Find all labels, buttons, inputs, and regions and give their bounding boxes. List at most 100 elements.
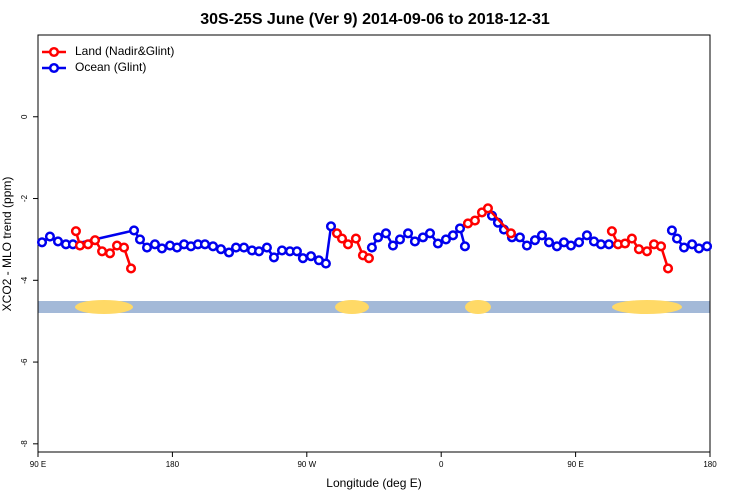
- data-point: [118, 242, 130, 253]
- data-point: [305, 251, 317, 262]
- x-axis-label: Longitude (deg E): [326, 476, 421, 490]
- y-tick-label: -2: [20, 194, 29, 202]
- data-point: [215, 244, 226, 255]
- data-point: [350, 233, 361, 244]
- data-point: [336, 233, 348, 244]
- data-point: [447, 230, 459, 241]
- data-point: [97, 246, 108, 257]
- data-point: [469, 215, 480, 226]
- data-point: [581, 230, 592, 241]
- data-point: [671, 233, 683, 244]
- data-point: [128, 225, 140, 236]
- data-point: [74, 240, 86, 251]
- data-point: [459, 241, 470, 252]
- surface-band: [38, 300, 710, 314]
- data-point: [619, 238, 631, 249]
- land-band: [335, 300, 369, 314]
- data-point: [52, 236, 64, 247]
- data-point: [387, 240, 399, 251]
- x-tick-label: 180: [703, 460, 717, 469]
- data-point: [134, 234, 146, 245]
- ocean-band: [38, 301, 710, 313]
- data-point: [238, 242, 249, 253]
- data-point: [417, 232, 429, 243]
- legend: Land (Nadir&Glint) Ocean (Glint): [42, 44, 174, 74]
- data-point: [603, 239, 614, 250]
- y-tick-label: -4: [20, 276, 29, 284]
- data-point: [565, 240, 577, 251]
- data-point: [514, 232, 525, 243]
- x-tick-label: 90 E: [567, 460, 583, 469]
- data-point: [149, 239, 160, 250]
- data-point: [521, 240, 532, 251]
- land-band: [75, 300, 133, 314]
- data-point: [325, 221, 337, 232]
- data-point: [662, 263, 674, 274]
- data-point: [291, 246, 302, 257]
- data-point: [402, 228, 414, 239]
- y-tick-label: 0: [20, 114, 29, 119]
- series: [70, 203, 674, 274]
- series: [36, 210, 713, 269]
- data-point: [701, 241, 713, 252]
- data-point: [268, 252, 279, 263]
- y-axis-label: XCO2 - MLO trend (ppm): [0, 177, 14, 312]
- data-point: [505, 228, 516, 239]
- data-point: [199, 239, 211, 250]
- data-point: [70, 226, 81, 237]
- data-point: [89, 235, 101, 246]
- data-point: [104, 248, 116, 259]
- data-point: [626, 233, 637, 244]
- data-point: [82, 239, 94, 250]
- data-point: [606, 226, 617, 237]
- data-point: [342, 239, 354, 250]
- legend-marker: [48, 46, 60, 58]
- data-point: [372, 232, 384, 243]
- data-point: [666, 225, 677, 236]
- legend-marker: [48, 62, 60, 74]
- data-point: [432, 238, 443, 249]
- data-point: [595, 239, 607, 250]
- data-point: [633, 244, 644, 255]
- data-point: [223, 247, 235, 258]
- data-point: [687, 239, 698, 250]
- data-point: [655, 241, 667, 252]
- y-tick-label: -6: [20, 358, 29, 366]
- data-point: [641, 246, 653, 257]
- data-point: [573, 237, 585, 248]
- y-tick-label: -8: [20, 440, 29, 448]
- data-point: [693, 243, 704, 254]
- data-point: [156, 243, 167, 254]
- data-point: [36, 237, 48, 248]
- legend-label: Land (Nadir&Glint): [75, 44, 174, 58]
- data-point: [380, 228, 391, 239]
- legend-label: Ocean (Glint): [75, 60, 146, 74]
- data-point: [230, 242, 242, 253]
- data-point: [529, 235, 541, 246]
- x-tick-label: 0: [439, 460, 444, 469]
- data-point: [253, 246, 265, 257]
- x-tick-label: 90 W: [297, 460, 316, 469]
- data-point: [320, 258, 331, 269]
- data-point: [424, 228, 436, 239]
- data-point: [276, 245, 288, 256]
- data-point: [536, 230, 548, 241]
- data-point: [297, 253, 308, 264]
- data-point: [678, 242, 690, 253]
- data-point: [125, 263, 137, 274]
- data-point: [551, 241, 562, 252]
- land-band: [612, 300, 682, 314]
- data-point: [44, 231, 55, 242]
- chart-title: 30S-25S June (Ver 9) 2014-09-06 to 2018-…: [200, 11, 550, 28]
- x-tick-label: 180: [166, 460, 180, 469]
- data-point: [261, 242, 272, 253]
- data-point: [394, 234, 406, 245]
- data-point: [543, 237, 555, 248]
- data-point: [409, 236, 420, 247]
- data-point: [207, 241, 219, 252]
- data-point: [363, 253, 374, 264]
- data-point: [141, 242, 153, 253]
- data-point: [482, 203, 493, 214]
- data-point: [440, 234, 452, 245]
